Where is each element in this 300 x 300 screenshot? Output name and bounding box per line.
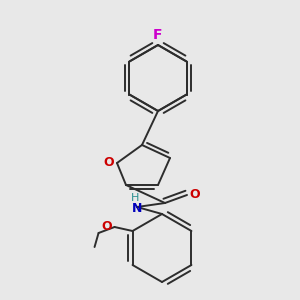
- Text: O: O: [104, 157, 114, 169]
- Text: N: N: [132, 202, 142, 214]
- Text: O: O: [101, 220, 112, 233]
- Text: O: O: [190, 188, 200, 202]
- Text: F: F: [153, 28, 163, 42]
- Text: H: H: [131, 193, 139, 203]
